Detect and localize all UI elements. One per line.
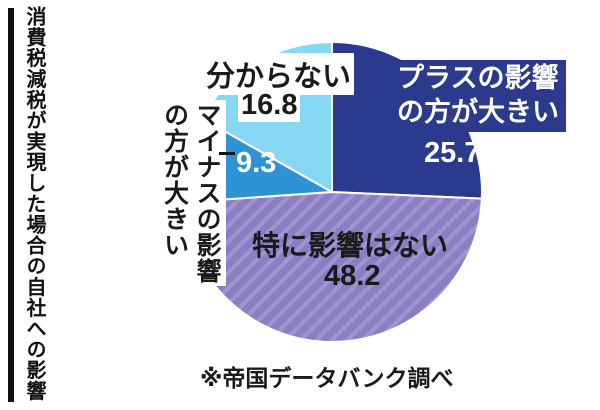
label-no-impact: 特に影響はない [252,230,449,261]
chart-title: 消費税減税が実現した場合の自社への影響 [23,6,45,402]
source-note: ※帝国データバンク調べ [200,365,454,391]
value-minus-impact: 9.3 [236,147,277,179]
value-plus-impact: 25.7% [424,137,507,169]
label-plus-impact: プラスの影響 の方が大きい [390,60,566,132]
minus-leader-line [219,152,235,155]
value-no-impact: 48.2 [324,260,381,292]
label-dont-know: 分からない [203,53,355,95]
title-accent-bar [8,8,14,402]
value-dont-know: 16.8 [238,89,301,122]
label-minus-impact: マイナスの影響 の方が大きい [155,100,226,286]
